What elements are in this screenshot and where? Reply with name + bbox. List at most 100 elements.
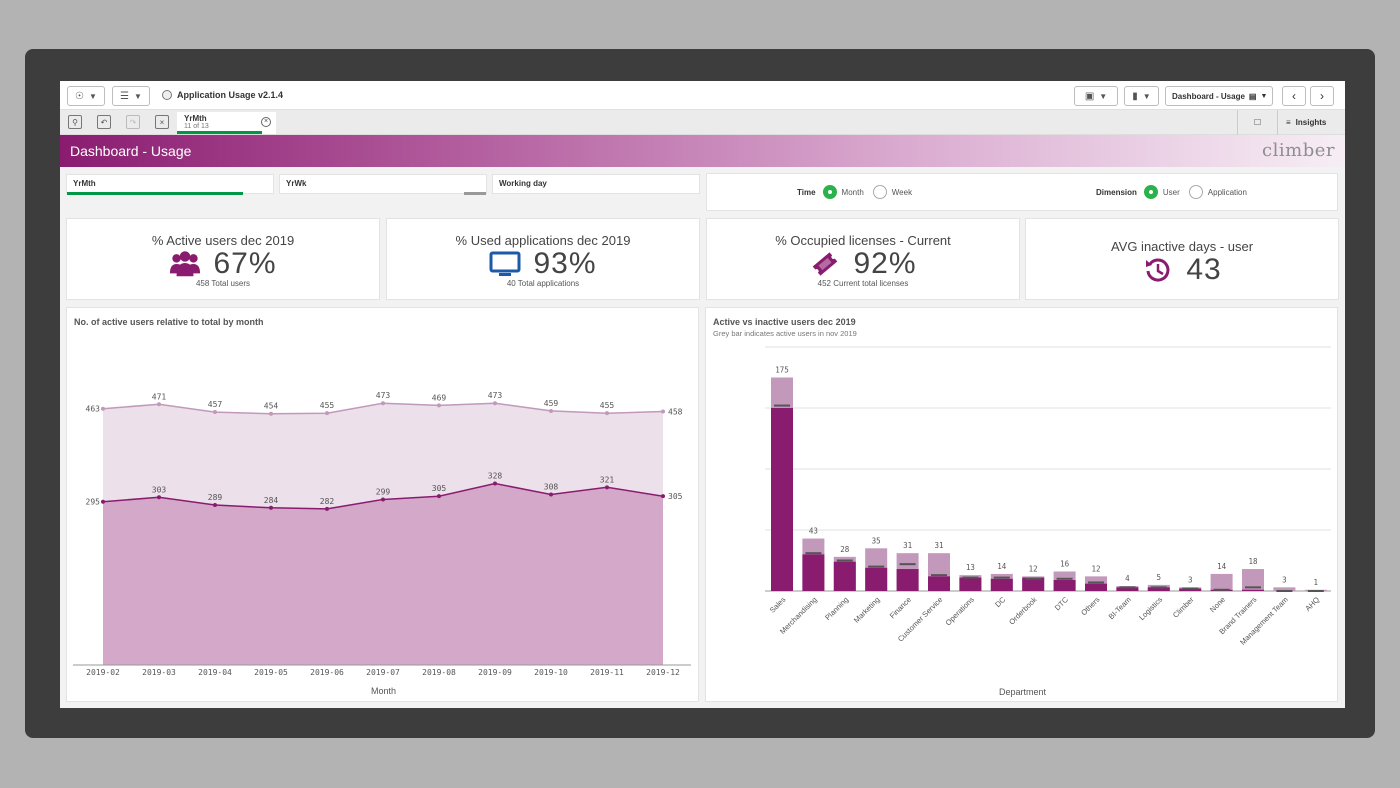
bar-value-label: 14 (1217, 562, 1227, 571)
prev-month-marker (1025, 577, 1042, 580)
filter-yrwk[interactable]: YrWk (279, 174, 487, 195)
bar-value-label: 13 (966, 563, 975, 572)
filter-yrmth[interactable]: YrMth (66, 174, 274, 195)
bookmark-button[interactable]: ▮ ▼ (1124, 86, 1159, 106)
step-back-icon[interactable]: ↶ (97, 115, 111, 129)
radio-user-label: User (1162, 187, 1180, 197)
smart-search-icon[interactable]: ⚲ (68, 115, 82, 129)
bar-value-label: 5 (1157, 573, 1162, 582)
chevron-down-icon: ▼ (1260, 92, 1268, 100)
x-tick-label: AHQ (1303, 595, 1321, 613)
x-tick-label: Operations (944, 595, 976, 627)
x-axis-label: Month (370, 686, 396, 696)
brand-logo: climber (1262, 140, 1335, 161)
list-icon: ☰ (120, 90, 130, 102)
kpi-title: % Used applications dec 2019 (455, 233, 631, 248)
insights-button[interactable]: ≡ Insights (1278, 118, 1326, 127)
bar-value-label: 43 (809, 527, 818, 536)
data-label: 473 (376, 391, 391, 400)
selection-field: YrMth (184, 114, 207, 123)
selection-progress (177, 131, 262, 134)
kpi-value: 92% (853, 247, 917, 280)
active-bar (1022, 577, 1045, 591)
kpi-used-applications[interactable]: % Used applications dec 2019 93% 40 Tota… (386, 218, 700, 300)
x-tick-label: 2019-04 (198, 668, 232, 677)
prev-month-marker (962, 576, 979, 579)
selection-count: 11 of 13 (184, 123, 209, 130)
kpi-occupied-licenses[interactable]: % Occupied licenses - Current 92% 452 Cu… (706, 218, 1020, 300)
selection-chip[interactable]: YrMth 11 of 13 × (177, 112, 276, 134)
prev-month-marker (931, 574, 947, 577)
next-sheet-button[interactable]: › (1310, 86, 1334, 106)
prev-month-marker (899, 563, 916, 566)
active-bar (771, 408, 793, 591)
prev-month-marker (1276, 590, 1293, 592)
chart-subtitle: Grey bar indicates active users in nov 2… (713, 329, 857, 338)
data-label: 308 (544, 483, 559, 492)
filter-working-day[interactable]: Working day (492, 174, 700, 194)
total-users-point (269, 411, 273, 416)
x-tick-label: DC (993, 595, 1007, 609)
clear-selections-icon[interactable]: × (155, 115, 169, 129)
data-label: 469 (432, 393, 447, 402)
active-bar (865, 567, 888, 591)
active-bar (959, 577, 982, 591)
filter-label: YrMth (73, 179, 96, 188)
data-label: 454 (264, 402, 279, 411)
total-users-point (661, 409, 665, 414)
active-bar (1085, 583, 1107, 591)
radio-month[interactable] (822, 185, 837, 199)
page-title: Dashboard - Usage (70, 143, 192, 159)
active-bar (1179, 588, 1202, 591)
sheet-selector[interactable]: Dashboard - Usage ▤ ▼ (1165, 86, 1273, 106)
active-users-point (381, 497, 385, 502)
filter-label: Working day (499, 179, 547, 188)
radio-application-label: Application (1207, 187, 1247, 197)
close-icon[interactable]: × (261, 117, 271, 127)
x-tick-label: 2019-09 (478, 668, 512, 677)
x-tick-label: DTC (1053, 595, 1071, 613)
x-tick-label: Others (1079, 595, 1101, 617)
time-label: Time (797, 187, 816, 197)
radio-week-label: Week (891, 187, 913, 197)
x-tick-label: 2019-11 (590, 668, 624, 677)
filter-progress (464, 192, 486, 195)
navigation-menu-button[interactable]: ☉ ▼ (67, 86, 105, 106)
present-button[interactable]: ▣ ▼ (1074, 86, 1118, 106)
kpi-subtitle: 40 Total applications (506, 279, 580, 288)
data-label: 457 (208, 400, 223, 409)
kpi-value: 93% (533, 247, 597, 280)
bar-chart-panel[interactable]: Active vs inactive users dec 2019 Grey b… (705, 307, 1338, 702)
bar-value-label: 35 (872, 536, 881, 545)
data-label: 284 (264, 496, 279, 505)
step-forward-icon[interactable]: ↷ (126, 115, 140, 129)
prev-month-marker (868, 565, 885, 568)
lasso-select-button[interactable]: □ (1238, 110, 1278, 135)
line-chart-panel[interactable]: No. of active users relative to total by… (66, 307, 699, 702)
bar-value-label: 3 (1188, 575, 1193, 584)
kpi-active-users[interactable]: % Active users dec 2019 67% 458 Total us… (66, 218, 380, 300)
dimension-label: Dimension (1096, 187, 1137, 197)
total-users-point (325, 411, 329, 416)
prev-month-marker (1307, 590, 1324, 592)
data-label: 305 (432, 484, 447, 493)
bar-value-label: 31 (903, 541, 912, 550)
prev-month-marker (1088, 581, 1104, 584)
total-users-point (381, 401, 385, 406)
total-users-point (157, 402, 161, 407)
total-users-point (549, 408, 553, 413)
radio-user[interactable] (1143, 185, 1158, 199)
prev-month-marker (805, 552, 822, 555)
global-menu-button[interactable]: ☰ ▼ (112, 86, 150, 106)
kpi-avg-inactive-days[interactable]: AVG inactive days - user 43 (1025, 218, 1339, 300)
app-title: Application Usage v2.1.4 (162, 90, 283, 100)
bar-value-label: 16 (1060, 559, 1070, 568)
radio-week[interactable] (872, 185, 887, 199)
radio-application[interactable] (1188, 185, 1203, 199)
prev-month-marker (1182, 587, 1199, 590)
x-tick-label: Climber (1171, 595, 1196, 620)
data-label: 328 (488, 471, 503, 480)
kpi-title: AVG inactive days - user (1110, 239, 1254, 254)
previous-sheet-button[interactable]: ‹ (1282, 86, 1306, 106)
ticket-icon (809, 250, 841, 278)
